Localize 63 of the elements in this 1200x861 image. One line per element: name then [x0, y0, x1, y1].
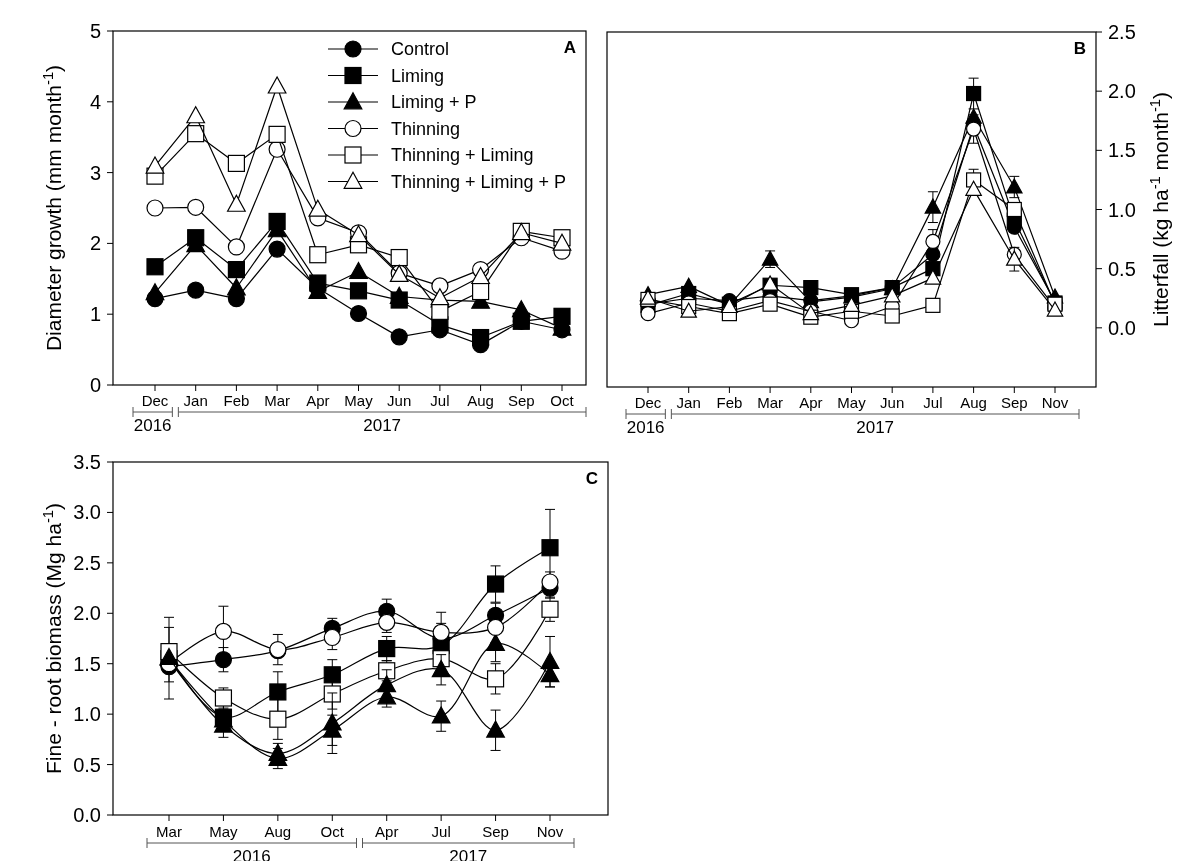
y2-tick-label: 0.5: [1108, 257, 1136, 280]
x-tick-label: Jul: [431, 823, 451, 840]
y-tick-label: 4: [89, 90, 101, 113]
chart-title: C: [585, 469, 598, 488]
y-tick-label: 3.5: [73, 451, 101, 473]
x-tick-label: Sep: [482, 823, 509, 840]
y-tick-label: 2.5: [73, 551, 101, 574]
y2-tick-label: 2.5: [1108, 21, 1136, 43]
chart-title: A: [563, 38, 576, 57]
x-tick-label: Mar: [156, 823, 182, 840]
x-tick-label: Aug: [467, 392, 494, 409]
legend-label: Control: [391, 39, 450, 60]
y-tick-label: 1.0: [73, 703, 101, 726]
x-tick-label: Mar: [264, 392, 291, 409]
x-tick-label: May: [837, 394, 867, 411]
x-tick-label: Sep: [1000, 394, 1028, 411]
x-tick-label: May: [344, 392, 374, 409]
x-tick-label: Jul: [430, 392, 450, 409]
y2-tick-label: 1.0: [1108, 198, 1136, 221]
x-tick-label: Jun: [387, 392, 412, 409]
x-tick-label: Dec: [634, 394, 662, 411]
x-tick-label: Oct: [320, 823, 345, 840]
legend-label: Liming + P: [391, 92, 477, 113]
y-tick-label: 0: [89, 374, 101, 396]
x-tick-label: Dec: [141, 392, 169, 409]
x-tick-label: Sep: [507, 392, 535, 409]
x-tick-label: Mar: [757, 394, 784, 411]
legend-label: Liming: [391, 65, 445, 86]
chart-title: B: [1073, 39, 1086, 58]
x-tick-label: Feb: [223, 392, 250, 409]
x-tick-label: Aug: [960, 394, 987, 411]
x-tick-label: Jan: [183, 392, 208, 409]
x-tick-label: Jul: [923, 394, 943, 411]
y2-tick-label: 2.0: [1108, 80, 1136, 103]
y2-tick-label: 0.0: [1108, 316, 1136, 339]
y-tick-label: 0.0: [73, 804, 101, 826]
legend-label: Thinning: [391, 118, 461, 139]
x-tick-label: Apr: [799, 394, 823, 411]
x-tick-label: Jun: [880, 394, 905, 411]
x-tick-label: Feb: [716, 394, 743, 411]
y-tick-label: 5: [89, 20, 101, 42]
text: 2017: [363, 416, 402, 435]
text: 2017: [856, 418, 895, 437]
y-tick-label: 2.0: [73, 602, 101, 625]
y-tick-label: 1: [89, 303, 101, 326]
x-tick-label: Apr: [375, 823, 399, 840]
legend-label: Thinning + Liming + P: [391, 171, 567, 192]
x-tick-label: Jan: [676, 394, 701, 411]
x-tick-label: May: [209, 823, 239, 840]
text: 2016: [626, 418, 665, 437]
x-tick-label: Aug: [264, 823, 292, 840]
y-tick-label: 1.5: [73, 652, 101, 675]
x-tick-label: Nov: [536, 823, 564, 840]
x-tick-label: Nov: [1041, 394, 1069, 411]
legend-label: Thinning + Liming: [391, 145, 534, 166]
y-tick-label: 2: [89, 232, 101, 255]
x-tick-label: Oct: [550, 392, 575, 409]
y-tick-label: 3.0: [73, 501, 101, 524]
text: 2016: [133, 416, 172, 435]
y2-tick-label: 1.5: [1108, 139, 1136, 162]
y-tick-label: 0.5: [73, 753, 101, 776]
y-tick-label: 3: [89, 161, 101, 184]
x-tick-label: Apr: [306, 392, 330, 409]
